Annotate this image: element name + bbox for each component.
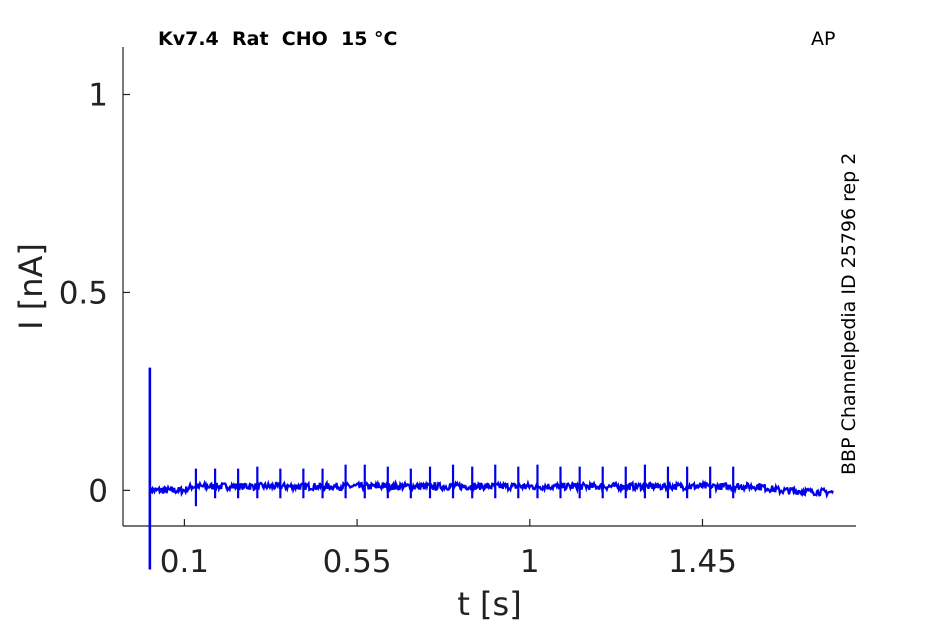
baseline-noise xyxy=(148,478,834,500)
x-axis-label: t [s] xyxy=(457,585,521,623)
y-tick-label: 0.5 xyxy=(59,275,108,311)
chart-title: Kv7.4 Rat CHO 15 °C xyxy=(158,28,398,50)
y-axis-label: I [nA] xyxy=(12,243,50,330)
chart-axes xyxy=(122,47,856,527)
y-tick-label: 1 xyxy=(88,78,108,114)
tick-labels: 0 0.5 1 0.1 0.55 1 1.45 xyxy=(59,78,737,580)
x-tick-label: 1 xyxy=(520,544,540,580)
current-trace xyxy=(148,367,834,570)
x-tick-label: 1.45 xyxy=(668,544,737,580)
x-tick-label: 0.55 xyxy=(323,544,392,580)
protocol-label: AP xyxy=(811,28,836,50)
y-tick-label: 0 xyxy=(88,473,108,509)
x-tick-label: 0.1 xyxy=(160,544,209,580)
